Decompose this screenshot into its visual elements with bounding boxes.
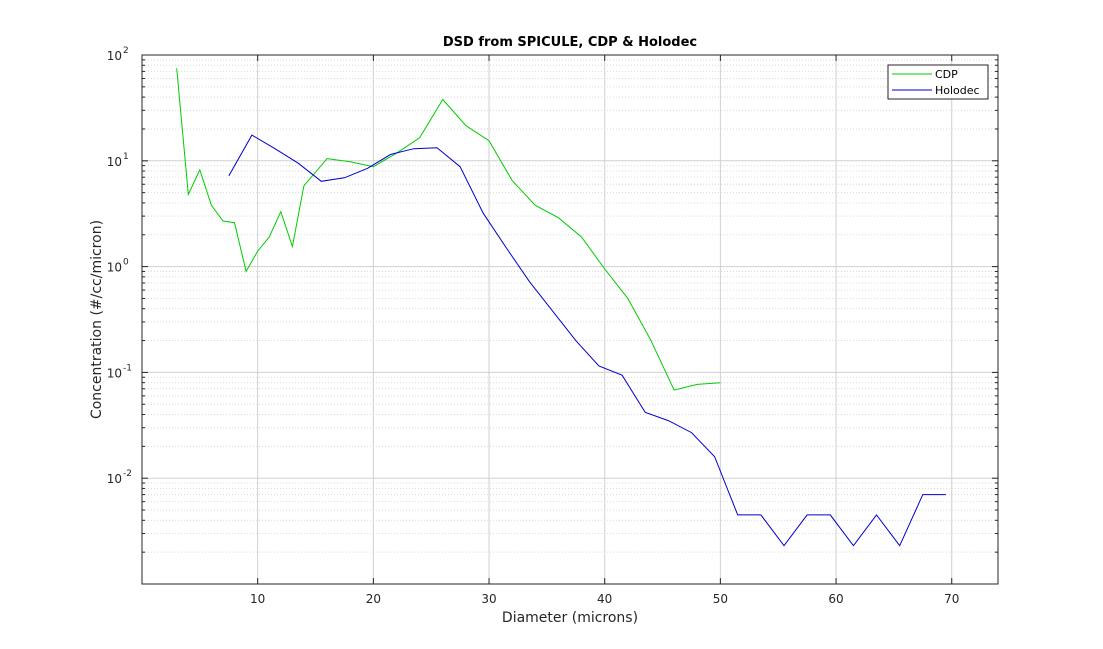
- y-tick-label: 10 1: [107, 152, 129, 169]
- axis-ticks: 10 -210 -110 010 110 210 20 30 40 50 60 70: [107, 46, 998, 606]
- x-tick-label: 10: [250, 592, 265, 606]
- series-line-holodec: [228, 134, 946, 547]
- y-tick-label-exponent: -1: [123, 363, 132, 373]
- y-tick-label: 10 -2: [107, 469, 132, 486]
- y-tick-label-base: 10: [107, 261, 122, 275]
- y-tick-label: 10 -1: [107, 363, 132, 380]
- legend-label-cdp: CDP: [935, 68, 958, 81]
- x-tick-label: 60: [828, 592, 843, 606]
- series-lines: [176, 68, 946, 547]
- y-tick-label-base: 10: [107, 49, 122, 63]
- y-tick-label-exponent: 1: [123, 152, 129, 162]
- grid: [142, 54, 998, 584]
- x-tick-label: 40: [597, 592, 612, 606]
- x-axis-label: Diameter (microns): [502, 610, 638, 626]
- x-tick-label: 20: [366, 592, 381, 606]
- legend-box: [887, 64, 989, 100]
- y-axis-label: Concentration (#/cc/micron): [89, 220, 105, 419]
- y-tick-label: 10 2: [107, 46, 129, 63]
- y-tick-label: 10 0: [107, 258, 129, 275]
- y-tick-label-base: 10: [107, 155, 122, 169]
- y-tick-label-exponent: -2: [123, 469, 132, 479]
- chart-title: DSD from SPICULE, CDP & Holodec: [443, 35, 697, 50]
- y-tick-label-base: 10: [107, 366, 122, 380]
- legend-label-holodec: Holodec: [935, 84, 980, 97]
- legend: CDP Holodec: [887, 64, 989, 100]
- x-tick-label: 50: [713, 592, 728, 606]
- x-tick-label: 70: [944, 592, 959, 606]
- y-tick-label-exponent: 0: [123, 258, 129, 268]
- y-tick-label-base: 10: [107, 472, 122, 486]
- plot-area-frame: [141, 54, 999, 585]
- series-line-cdp: [176, 68, 721, 391]
- x-tick-label: 30: [481, 592, 496, 606]
- y-tick-label-exponent: 2: [123, 46, 129, 56]
